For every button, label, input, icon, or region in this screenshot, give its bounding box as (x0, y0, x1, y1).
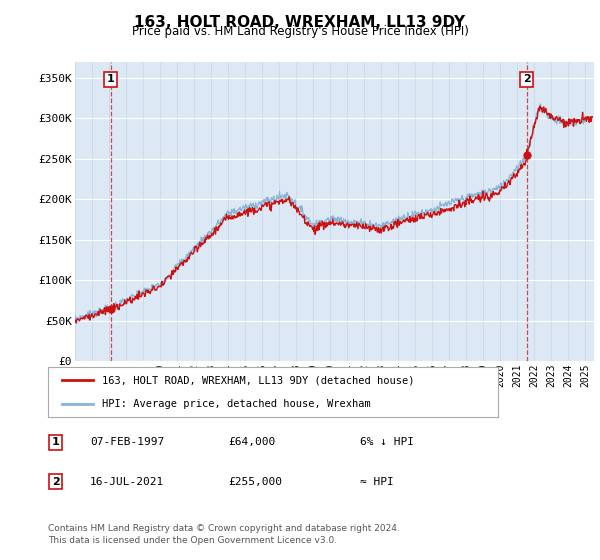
Text: 07-FEB-1997: 07-FEB-1997 (90, 437, 164, 447)
Text: £255,000: £255,000 (228, 477, 282, 487)
Text: 163, HOLT ROAD, WREXHAM, LL13 9DY: 163, HOLT ROAD, WREXHAM, LL13 9DY (134, 15, 466, 30)
Text: Price paid vs. HM Land Registry's House Price Index (HPI): Price paid vs. HM Land Registry's House … (131, 25, 469, 38)
Text: Contains HM Land Registry data © Crown copyright and database right 2024.: Contains HM Land Registry data © Crown c… (48, 524, 400, 533)
Text: This data is licensed under the Open Government Licence v3.0.: This data is licensed under the Open Gov… (48, 536, 337, 545)
Text: 1: 1 (107, 74, 115, 85)
Text: £64,000: £64,000 (228, 437, 275, 447)
Text: 16-JUL-2021: 16-JUL-2021 (90, 477, 164, 487)
Text: 163, HOLT ROAD, WREXHAM, LL13 9DY (detached house): 163, HOLT ROAD, WREXHAM, LL13 9DY (detac… (102, 375, 415, 385)
Text: 6% ↓ HPI: 6% ↓ HPI (360, 437, 414, 447)
Text: ≈ HPI: ≈ HPI (360, 477, 394, 487)
Text: 1: 1 (52, 437, 59, 447)
Text: 2: 2 (52, 477, 59, 487)
Text: HPI: Average price, detached house, Wrexham: HPI: Average price, detached house, Wrex… (102, 399, 371, 409)
Text: 2: 2 (523, 74, 530, 85)
